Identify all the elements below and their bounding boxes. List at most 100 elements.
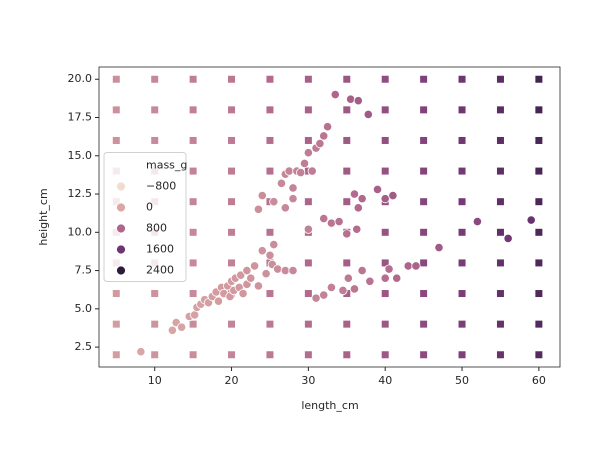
grid-square (496, 290, 504, 298)
point (315, 138, 325, 149)
grid-square (420, 351, 428, 359)
grid-square (189, 75, 197, 83)
grid-square (381, 259, 389, 267)
point (326, 282, 337, 293)
point (322, 122, 333, 132)
grid-square (228, 106, 236, 114)
point (353, 96, 363, 106)
grid-square (266, 75, 274, 83)
grid-square (151, 75, 159, 83)
point (190, 310, 200, 320)
y-tick-label: 10.0 (68, 225, 93, 238)
grid-square (535, 75, 543, 83)
x-tick-label: 50 (455, 374, 469, 387)
point (246, 273, 256, 283)
point (353, 203, 363, 213)
grid-square (458, 75, 466, 83)
y-tick-label: 20.0 (68, 72, 93, 85)
point (257, 246, 267, 256)
grid-square (458, 351, 466, 359)
grid-square (112, 106, 120, 114)
point (319, 213, 329, 224)
grid-square (266, 290, 274, 298)
point (288, 265, 298, 276)
legend-marker (116, 244, 126, 255)
point (334, 216, 344, 227)
grid-square (151, 320, 159, 328)
x-tick-label: 40 (378, 374, 392, 387)
grid-square (343, 167, 351, 175)
legend-label: 1600 (146, 243, 174, 256)
grid-square (458, 198, 466, 206)
point (411, 261, 421, 271)
y-axis-label: height_cm (37, 188, 50, 245)
grid-square (420, 228, 428, 236)
grid-square (535, 290, 543, 298)
grid-square (112, 136, 120, 144)
point (280, 203, 290, 213)
grid-square (189, 351, 197, 359)
grid-square (304, 106, 312, 114)
grid-square (304, 259, 312, 267)
point (303, 224, 313, 234)
point (253, 204, 264, 214)
grid-square (112, 290, 120, 298)
point (357, 194, 367, 204)
point (526, 215, 536, 225)
grid-square (381, 106, 389, 114)
grid-square (189, 259, 197, 267)
grid-square (266, 228, 274, 236)
grid-square (228, 320, 236, 328)
grid-square (304, 136, 312, 144)
grid-square (381, 351, 389, 359)
point (288, 194, 298, 204)
grid-square (381, 290, 389, 298)
point (213, 296, 224, 306)
grid-square (458, 228, 466, 236)
grid-square (304, 320, 312, 328)
grid-square (535, 106, 543, 114)
point (265, 250, 275, 260)
legend-marker (116, 265, 126, 276)
point (388, 190, 398, 201)
point (284, 166, 294, 176)
grid-square (458, 290, 466, 298)
grid-square (304, 198, 312, 206)
point (311, 293, 321, 303)
legend-label: 2400 (146, 264, 174, 277)
grid-square (151, 136, 159, 144)
point (363, 109, 373, 120)
grid-square (420, 290, 428, 298)
grid-square (535, 351, 543, 359)
point (319, 131, 329, 141)
grid-square (189, 228, 197, 236)
grid-square (496, 259, 504, 267)
grid-square (228, 198, 236, 206)
point (236, 270, 246, 280)
point (372, 184, 383, 195)
grid-square (112, 75, 120, 83)
grid-square (151, 351, 159, 359)
point (296, 168, 306, 178)
point (136, 347, 146, 357)
grid-square (381, 167, 389, 175)
grid-square (458, 106, 466, 114)
grid-square (189, 106, 197, 114)
grid-square (535, 228, 543, 236)
grid-square (112, 320, 120, 328)
legend-title: mass_g (146, 159, 187, 172)
grid-square (496, 106, 504, 114)
point (257, 190, 267, 201)
grid-square (112, 351, 120, 359)
grid-square (343, 198, 351, 206)
point (276, 178, 287, 188)
grid-square (228, 351, 236, 359)
grid-square (266, 136, 274, 144)
grid-square (304, 351, 312, 359)
grid-square (496, 167, 504, 175)
grid-square (420, 259, 428, 267)
x-tick-label: 20 (225, 374, 239, 387)
grid-square (266, 106, 274, 114)
point (299, 158, 310, 169)
grid-square (496, 136, 504, 144)
